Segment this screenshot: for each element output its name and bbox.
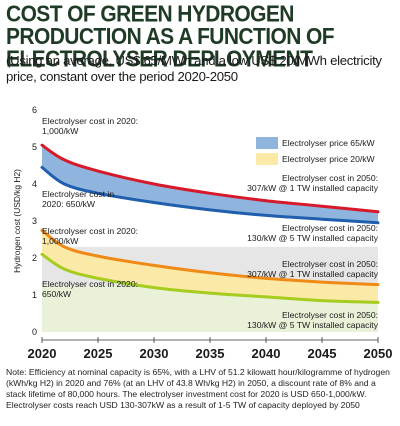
- legend-swatch-2: [256, 153, 278, 165]
- blue-line-point-5: [265, 214, 267, 217]
- green-line-point-5: [265, 296, 267, 298]
- annotation-8-line-1: Electrolyser cost in 2050:: [282, 310, 378, 320]
- annotation-5-line-1: Electrolyser cost in 2020:: [42, 226, 138, 236]
- blue-line-point-6: [321, 218, 323, 220]
- y-tick-label-5: 5: [32, 142, 37, 152]
- annotation-6: Electrolyser cost in 2020: 650/kW: [42, 279, 138, 299]
- annotation-1: Electrolyser cost in 2020: 1,000/kW: [42, 116, 138, 136]
- blue-line-point-1: [63, 183, 66, 185]
- y-tick-label-1: 1: [32, 290, 37, 300]
- blue-line-point-4: [209, 209, 211, 211]
- orange-line-point-3: [153, 264, 155, 267]
- annotation-2: Electrolyser cost in 2020: 650/kW: [42, 189, 114, 209]
- x-tick-label-2045: 2045: [308, 346, 337, 361]
- red-line-point-3: [153, 183, 155, 185]
- annotation-2-line-2: 2020: 650/kW: [42, 199, 96, 209]
- blue-line-point-7: [377, 222, 379, 224]
- blue-line-point-3: [153, 201, 155, 204]
- green-line-point-4: [209, 292, 211, 294]
- annotation-6-line-2: 650/kW: [42, 289, 72, 299]
- red-line-point-5: [265, 199, 267, 202]
- orange-line-point-7: [377, 283, 379, 286]
- legend-swatch-1: [256, 137, 278, 149]
- orange-line-point-2: [97, 255, 99, 257]
- green-line-point-3: [153, 286, 155, 289]
- green-line-point-1: [63, 268, 66, 270]
- annotation-8-line-2: 130/kW @ 5 TW installed capacity: [247, 320, 379, 330]
- green-line-point-0: [41, 253, 43, 256]
- green-line-point-2: [97, 277, 99, 280]
- green-line: [40, 252, 380, 304]
- red-line-point-1: [63, 159, 66, 161]
- red-line-point-4: [209, 192, 211, 195]
- red-line: [40, 143, 380, 214]
- band-20-area: [42, 230, 378, 303]
- y-tick-label-6: 6: [32, 105, 37, 115]
- annotation-1-line-2: 1,000/kW: [42, 126, 79, 136]
- annotation-7-line-2: 307/kW @ 1 TW installed capacity: [247, 269, 379, 279]
- annotation-5-line-2: 1,000/kW: [42, 236, 79, 246]
- blue-line-point-2: [97, 192, 99, 195]
- red-line-point-2: [97, 170, 99, 172]
- chart-title: COST OF GREEN HYDROGEN PRODUCTION AS A F…: [6, 1, 335, 73]
- x-tick-label-2025: 2025: [84, 346, 113, 361]
- x-tick-label-2020: 2020: [28, 346, 57, 361]
- y-tick-label-4: 4: [32, 179, 37, 189]
- annotation-4-line-2: 130/kW @ 5 TW installed capacity: [247, 233, 379, 243]
- x-tick-label-2035: 2035: [196, 346, 225, 361]
- red-line-point-6: [321, 205, 323, 207]
- green-line-point-7: [377, 301, 379, 304]
- blue-line-point-0: [41, 166, 43, 169]
- x-tick-label-2030: 2030: [140, 346, 169, 361]
- annotation-3: Electrolyser cost in 2050: 307/kW @ 1 TW …: [247, 173, 379, 193]
- band-65-area: [42, 145, 378, 223]
- orange-line-point-1: [63, 246, 66, 248]
- legend-label-1: Electrolyser price 65/kW: [282, 138, 376, 148]
- orange-line-point-6: [321, 281, 323, 283]
- y-tick-label-3: 3: [32, 216, 37, 226]
- annotation-5: Electrolyser cost in 2020: 1,000/kW: [42, 226, 138, 246]
- orange-line-point-5: [265, 277, 267, 280]
- y-tick-label-2: 2: [32, 253, 37, 263]
- annotation-1-line-1: Electrolyser cost in 2020:: [42, 116, 138, 126]
- y-tick-label-0: 0: [32, 327, 37, 337]
- annotation-8: Electrolyser cost in 2050: 130/kW @ 5 TW …: [247, 310, 379, 330]
- red-line-point-0: [41, 144, 43, 146]
- y-axis-label: Hydrogen cost (USD/kg H2): [12, 169, 22, 273]
- footnote: Note: Efficiency at nominal capacity is …: [6, 367, 390, 410]
- annotation-7: Electrolyser cost in 2050: 307/kW @ 1 TW …: [247, 259, 379, 279]
- annotation-4: Electrolyser cost in 2050: 130/kW @ 5 TW …: [247, 223, 379, 243]
- chart-subtitle: (Using an average, US$ 65/MWh and a low …: [6, 53, 382, 84]
- legend-label-2: Electrolyser price 20/kW: [282, 154, 376, 164]
- annotation-7-line-1: Electrolyser cost in 2050:: [282, 259, 378, 269]
- annotation-2-line-1: Electrolyser cost in: [42, 189, 114, 199]
- annotation-6-line-1: Electrolyser cost in 2020:: [42, 279, 138, 289]
- orange-line-point-0: [41, 229, 43, 232]
- green-line-point-6: [321, 299, 323, 302]
- orange-line: [40, 228, 380, 287]
- red-line-point-7: [377, 210, 379, 213]
- annotation-3-line-2: 307/kW @ 1 TW installed capacity: [247, 183, 379, 193]
- annotation-4-line-1: Electrolyser cost in 2050:: [282, 223, 378, 233]
- annotation-3-line-1: Electrolyser cost in 2050:: [282, 173, 378, 183]
- x-tick-label-2040: 2040: [252, 346, 281, 361]
- orange-line-point-4: [209, 272, 211, 274]
- x-tick-label-2050: 2050: [364, 346, 393, 361]
- blue-line: [40, 165, 380, 225]
